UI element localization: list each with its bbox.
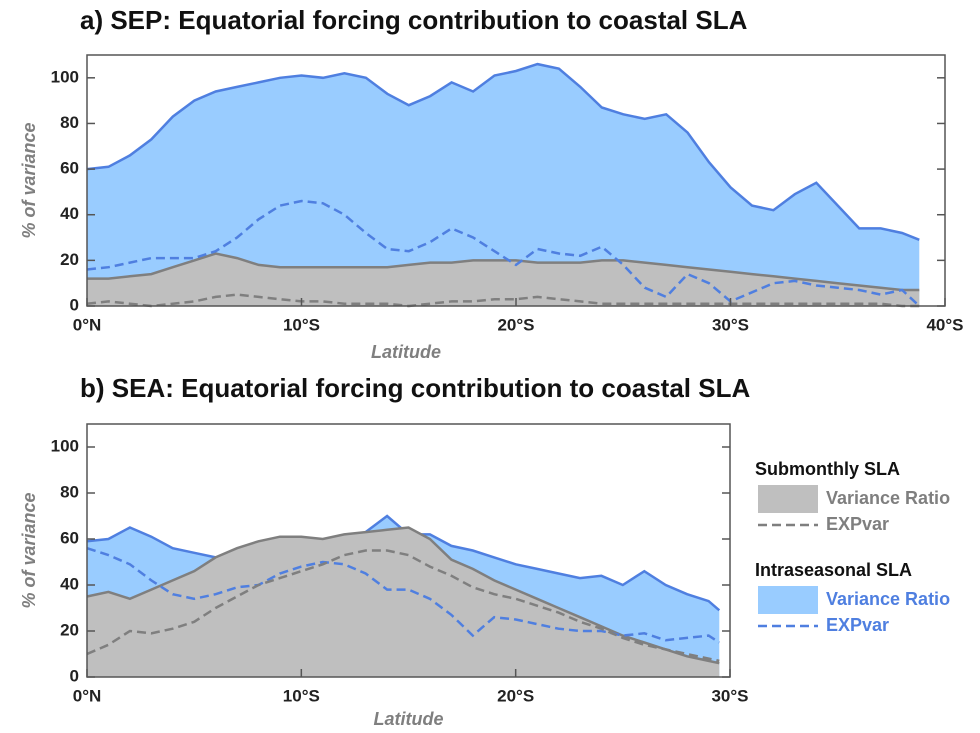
area-edge	[86, 526, 720, 665]
y-tick-label: 80	[60, 113, 79, 132]
y-axis-label: % of variance	[19, 492, 39, 608]
x-tick-label: 40°S	[926, 315, 963, 334]
legend-label: Variance Ratio	[826, 589, 950, 609]
area-fill	[87, 64, 920, 306]
x-tick-label: 20°S	[497, 315, 534, 334]
x-tick-label: 30°S	[711, 686, 748, 705]
dashed-line	[86, 199, 921, 307]
area-edge	[87, 252, 920, 292]
y-tick-label: 40	[60, 204, 79, 223]
y-tick-label: 0	[70, 666, 79, 685]
legend-label: Variance Ratio	[826, 488, 950, 508]
legend-label: EXPvar	[826, 514, 889, 534]
x-tick-label: 10°S	[283, 315, 320, 334]
plot-frame	[86, 423, 731, 678]
x-axis-label: Latitude	[371, 342, 441, 362]
x-tick-label: 20°S	[497, 686, 534, 705]
y-tick-label: 40	[60, 574, 79, 593]
y-tick-label: 80	[60, 482, 79, 501]
dashed-line	[86, 549, 720, 663]
x-tick-label: 0°N	[73, 686, 102, 705]
legend-swatch	[758, 485, 818, 513]
x-tick-label: 10°S	[283, 686, 320, 705]
chart-title: b) SEA: Equatorial forcing contribution …	[80, 373, 750, 403]
x-tick-label: 0°N	[73, 315, 102, 334]
dashed-line	[86, 547, 720, 644]
y-tick-label: 60	[60, 159, 79, 178]
y-tick-label: 0	[70, 295, 79, 314]
dashed-line	[86, 293, 920, 308]
area-fill	[87, 527, 720, 677]
y-tick-label: 20	[60, 620, 79, 639]
y-tick-label: 60	[60, 528, 79, 547]
legend-group-title: Submonthly SLA	[755, 459, 900, 479]
legend-group-title: Intraseasonal SLA	[755, 560, 912, 580]
y-axis-label: % of variance	[19, 122, 39, 238]
y-tick-label: 100	[51, 436, 79, 455]
legend-swatch	[758, 586, 818, 614]
y-tick-label: 20	[60, 250, 79, 269]
area-edge	[86, 62, 920, 241]
legend-label: EXPvar	[826, 615, 889, 635]
x-axis-label: Latitude	[374, 709, 444, 729]
y-tick-label: 100	[51, 67, 79, 86]
x-tick-label: 30°S	[712, 315, 749, 334]
area-fill	[87, 253, 920, 306]
chart-title: a) SEP: Equatorial forcing contribution …	[80, 5, 748, 35]
